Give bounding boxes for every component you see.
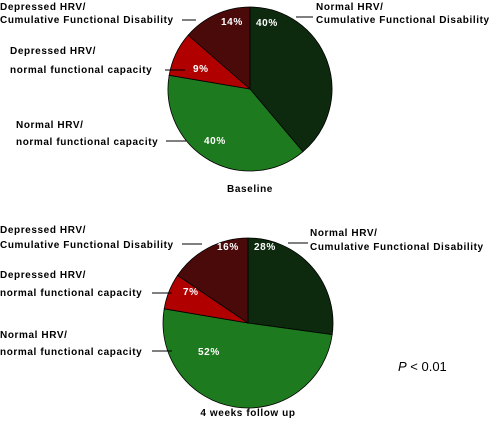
pie2-slice-normal-normal — [162, 308, 333, 409]
pie1-label-normal-cumulative-line1: Normal HRV/ — [316, 2, 384, 13]
pie2-label-depressed-cumulative-line1: Depressed HRV/ — [0, 225, 86, 236]
p-value-rest: < 0.01 — [407, 359, 447, 374]
pie1-label-normal-normal-line1: Normal HRV/ — [16, 120, 84, 131]
pie1-slice-normal-cumulative — [249, 6, 333, 153]
pie2-label-normal-cumulative-line2: Cumulative Functional Disability — [310, 242, 484, 253]
pie1-title: Baseline — [227, 184, 273, 195]
pie1-label-depressed-cumulative-line2: Cumulative Functional Disability — [0, 15, 174, 26]
pie1-value-normal-normal: 40% — [204, 136, 226, 147]
pie2-title: 4 weeks follow up — [200, 408, 295, 419]
pie2-label-normal-cumulative-line1: Normal HRV/ — [310, 228, 378, 239]
pie2-label-depressed-normal-line2: normal functional capacity — [0, 288, 142, 299]
pie2-label-depressed-cumulative-line2: Cumulative Functional Disability — [0, 240, 174, 251]
pie2-value-depressed-normal: 7% — [183, 287, 199, 298]
pie1-label-depressed-cumulative-line1: Depressed HRV/ — [0, 2, 86, 13]
pie1-label-normal-normal-line2: normal functional capacity — [16, 137, 158, 148]
pie1-slice-normal-normal — [167, 74, 304, 172]
pie2-label-normal-normal-line2: normal functional capacity — [0, 347, 142, 358]
p-value-annotation: P < 0.01 — [398, 359, 447, 374]
pie1-value-depressed-cumulative: 14% — [221, 17, 243, 28]
pie2-slice-normal-cumulative — [247, 237, 334, 336]
pie1-label-depressed-normal-line1: Depressed HRV/ — [10, 46, 96, 57]
pie2-slice-depressed-cumulative — [177, 237, 249, 324]
pie2-value-depressed-cumulative: 16% — [217, 242, 239, 253]
p-value-symbol: P — [398, 359, 407, 374]
pie1-slice-depressed-cumulative — [187, 6, 251, 90]
pie2-label-depressed-normal-line1: Depressed HRV/ — [0, 270, 86, 281]
pie1-label-depressed-normal-line2: normal functional capacity — [10, 65, 152, 76]
pie1-label-normal-cumulative-line2: Cumulative Functional Disability — [316, 15, 490, 26]
pie1-value-depressed-normal: 9% — [193, 64, 209, 75]
pie2-label-normal-normal-line1: Normal HRV/ — [0, 330, 68, 341]
pie1-value-normal-cumulative: 40% — [256, 18, 278, 29]
pie2-value-normal-cumulative: 28% — [254, 242, 276, 253]
pie2-value-normal-normal: 52% — [198, 347, 220, 358]
baseline-pie — [167, 6, 333, 172]
follow-up-pie — [162, 237, 334, 409]
